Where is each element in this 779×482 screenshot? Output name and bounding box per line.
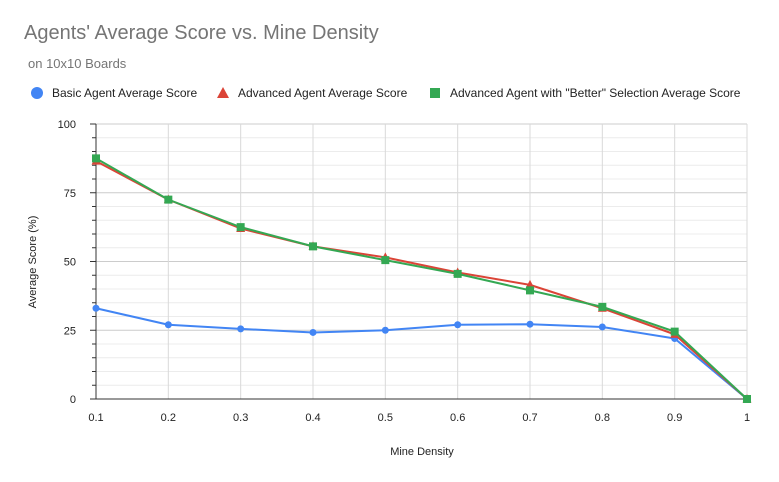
- y-tick-label: 50: [64, 257, 76, 269]
- series-circle: [92, 304, 751, 403]
- data-point-square: [236, 223, 245, 232]
- chart-legend: Basic Agent Average Score Advanced Agent…: [0, 86, 779, 106]
- series-line: [95, 307, 748, 400]
- series: [91, 154, 752, 403]
- data-point-circle: [598, 323, 606, 331]
- data-point-square: [453, 269, 462, 278]
- axes: 0 25 50 75 100 0.1 0.2 0.3 0.4 0.5 0.6 0.7 0.8 0.9 1: [58, 119, 750, 424]
- data-point-triangle: [525, 279, 535, 289]
- legend-item-advanced[interactable]: Advanced Agent Average Score: [216, 86, 407, 100]
- series-line: [95, 160, 748, 400]
- gridlines: [95, 123, 748, 400]
- series-square: [92, 154, 751, 403]
- data-point-circle: [92, 304, 100, 312]
- y-tick-label: 0: [70, 394, 76, 406]
- data-point-square: [743, 395, 751, 403]
- series-line: [95, 157, 748, 400]
- square-marker-icon: [430, 88, 440, 98]
- y-axis-label: Average Score (%): [27, 216, 39, 309]
- x-tick-label: 0.6: [450, 412, 465, 424]
- legend-item-basic[interactable]: Basic Agent Average Score: [30, 86, 197, 100]
- x-tick-label: 0.5: [378, 412, 393, 424]
- x-tick-label: 0.4: [305, 412, 320, 424]
- data-point-circle: [309, 328, 317, 336]
- legend-item-better[interactable]: Advanced Agent with "Better" Selection A…: [428, 86, 740, 100]
- data-point-square: [381, 256, 390, 265]
- circle-marker-icon: [31, 87, 43, 99]
- y-tick-label: 25: [64, 325, 76, 337]
- legend-label-advanced: Advanced Agent Average Score: [238, 86, 408, 100]
- x-tick-label: 0.8: [595, 412, 610, 424]
- y-tick-label: 75: [64, 188, 76, 200]
- chart-title: Agents' Average Score vs. Mine Density: [24, 22, 379, 44]
- data-point-square: [164, 195, 173, 204]
- legend-label-better: Advanced Agent with "Better" Selection A…: [450, 86, 741, 100]
- data-point-circle: [526, 320, 534, 328]
- data-point-square: [670, 327, 679, 336]
- x-tick-label: 1: [744, 412, 750, 424]
- legend-label-basic: Basic Agent Average Score: [52, 86, 198, 100]
- x-tick-label: 0.2: [161, 412, 176, 424]
- data-point-square: [92, 154, 100, 163]
- triangle-marker-icon: [217, 87, 229, 98]
- data-point-circle: [237, 325, 245, 333]
- x-axis-label: Mine Density: [390, 446, 454, 458]
- data-point-circle: [454, 321, 462, 329]
- data-point-square: [598, 302, 607, 311]
- x-tick-label: 0.9: [667, 412, 682, 424]
- y-tick-label: 100: [58, 119, 76, 131]
- data-point-circle: [381, 326, 389, 334]
- chart-subtitle: on 10x10 Boards: [28, 56, 127, 71]
- x-tick-label: 0.7: [522, 412, 537, 424]
- data-point-square: [309, 242, 317, 251]
- x-tick-label: 0.1: [88, 412, 103, 424]
- data-point-circle: [164, 321, 172, 329]
- x-tick-label: 0.3: [233, 412, 248, 424]
- data-point-square: [526, 286, 534, 295]
